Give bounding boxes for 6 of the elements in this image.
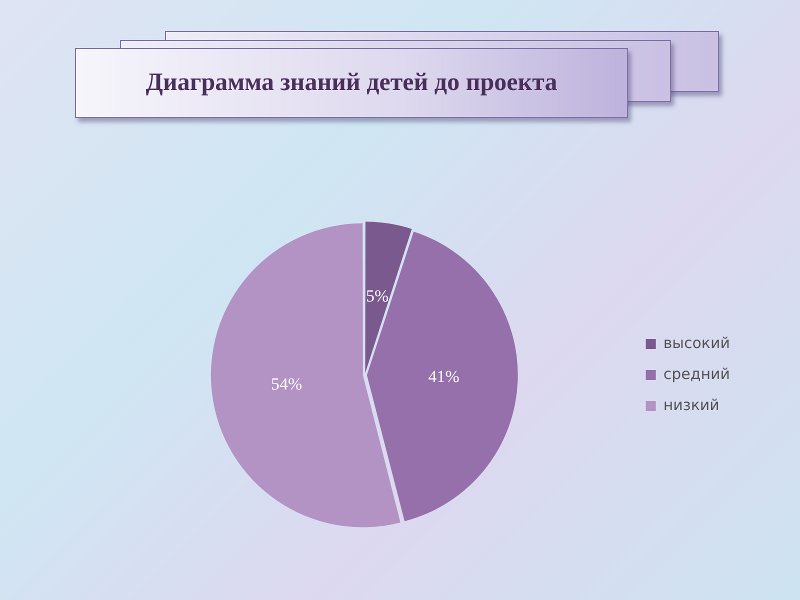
legend-label: высокий [663, 334, 730, 352]
data-label: 5% [366, 286, 389, 306]
data-label: 54% [270, 374, 302, 394]
legend-label: средний [663, 364, 730, 383]
legend-label: низкий [663, 396, 720, 414]
data-label: 41% [428, 366, 460, 386]
